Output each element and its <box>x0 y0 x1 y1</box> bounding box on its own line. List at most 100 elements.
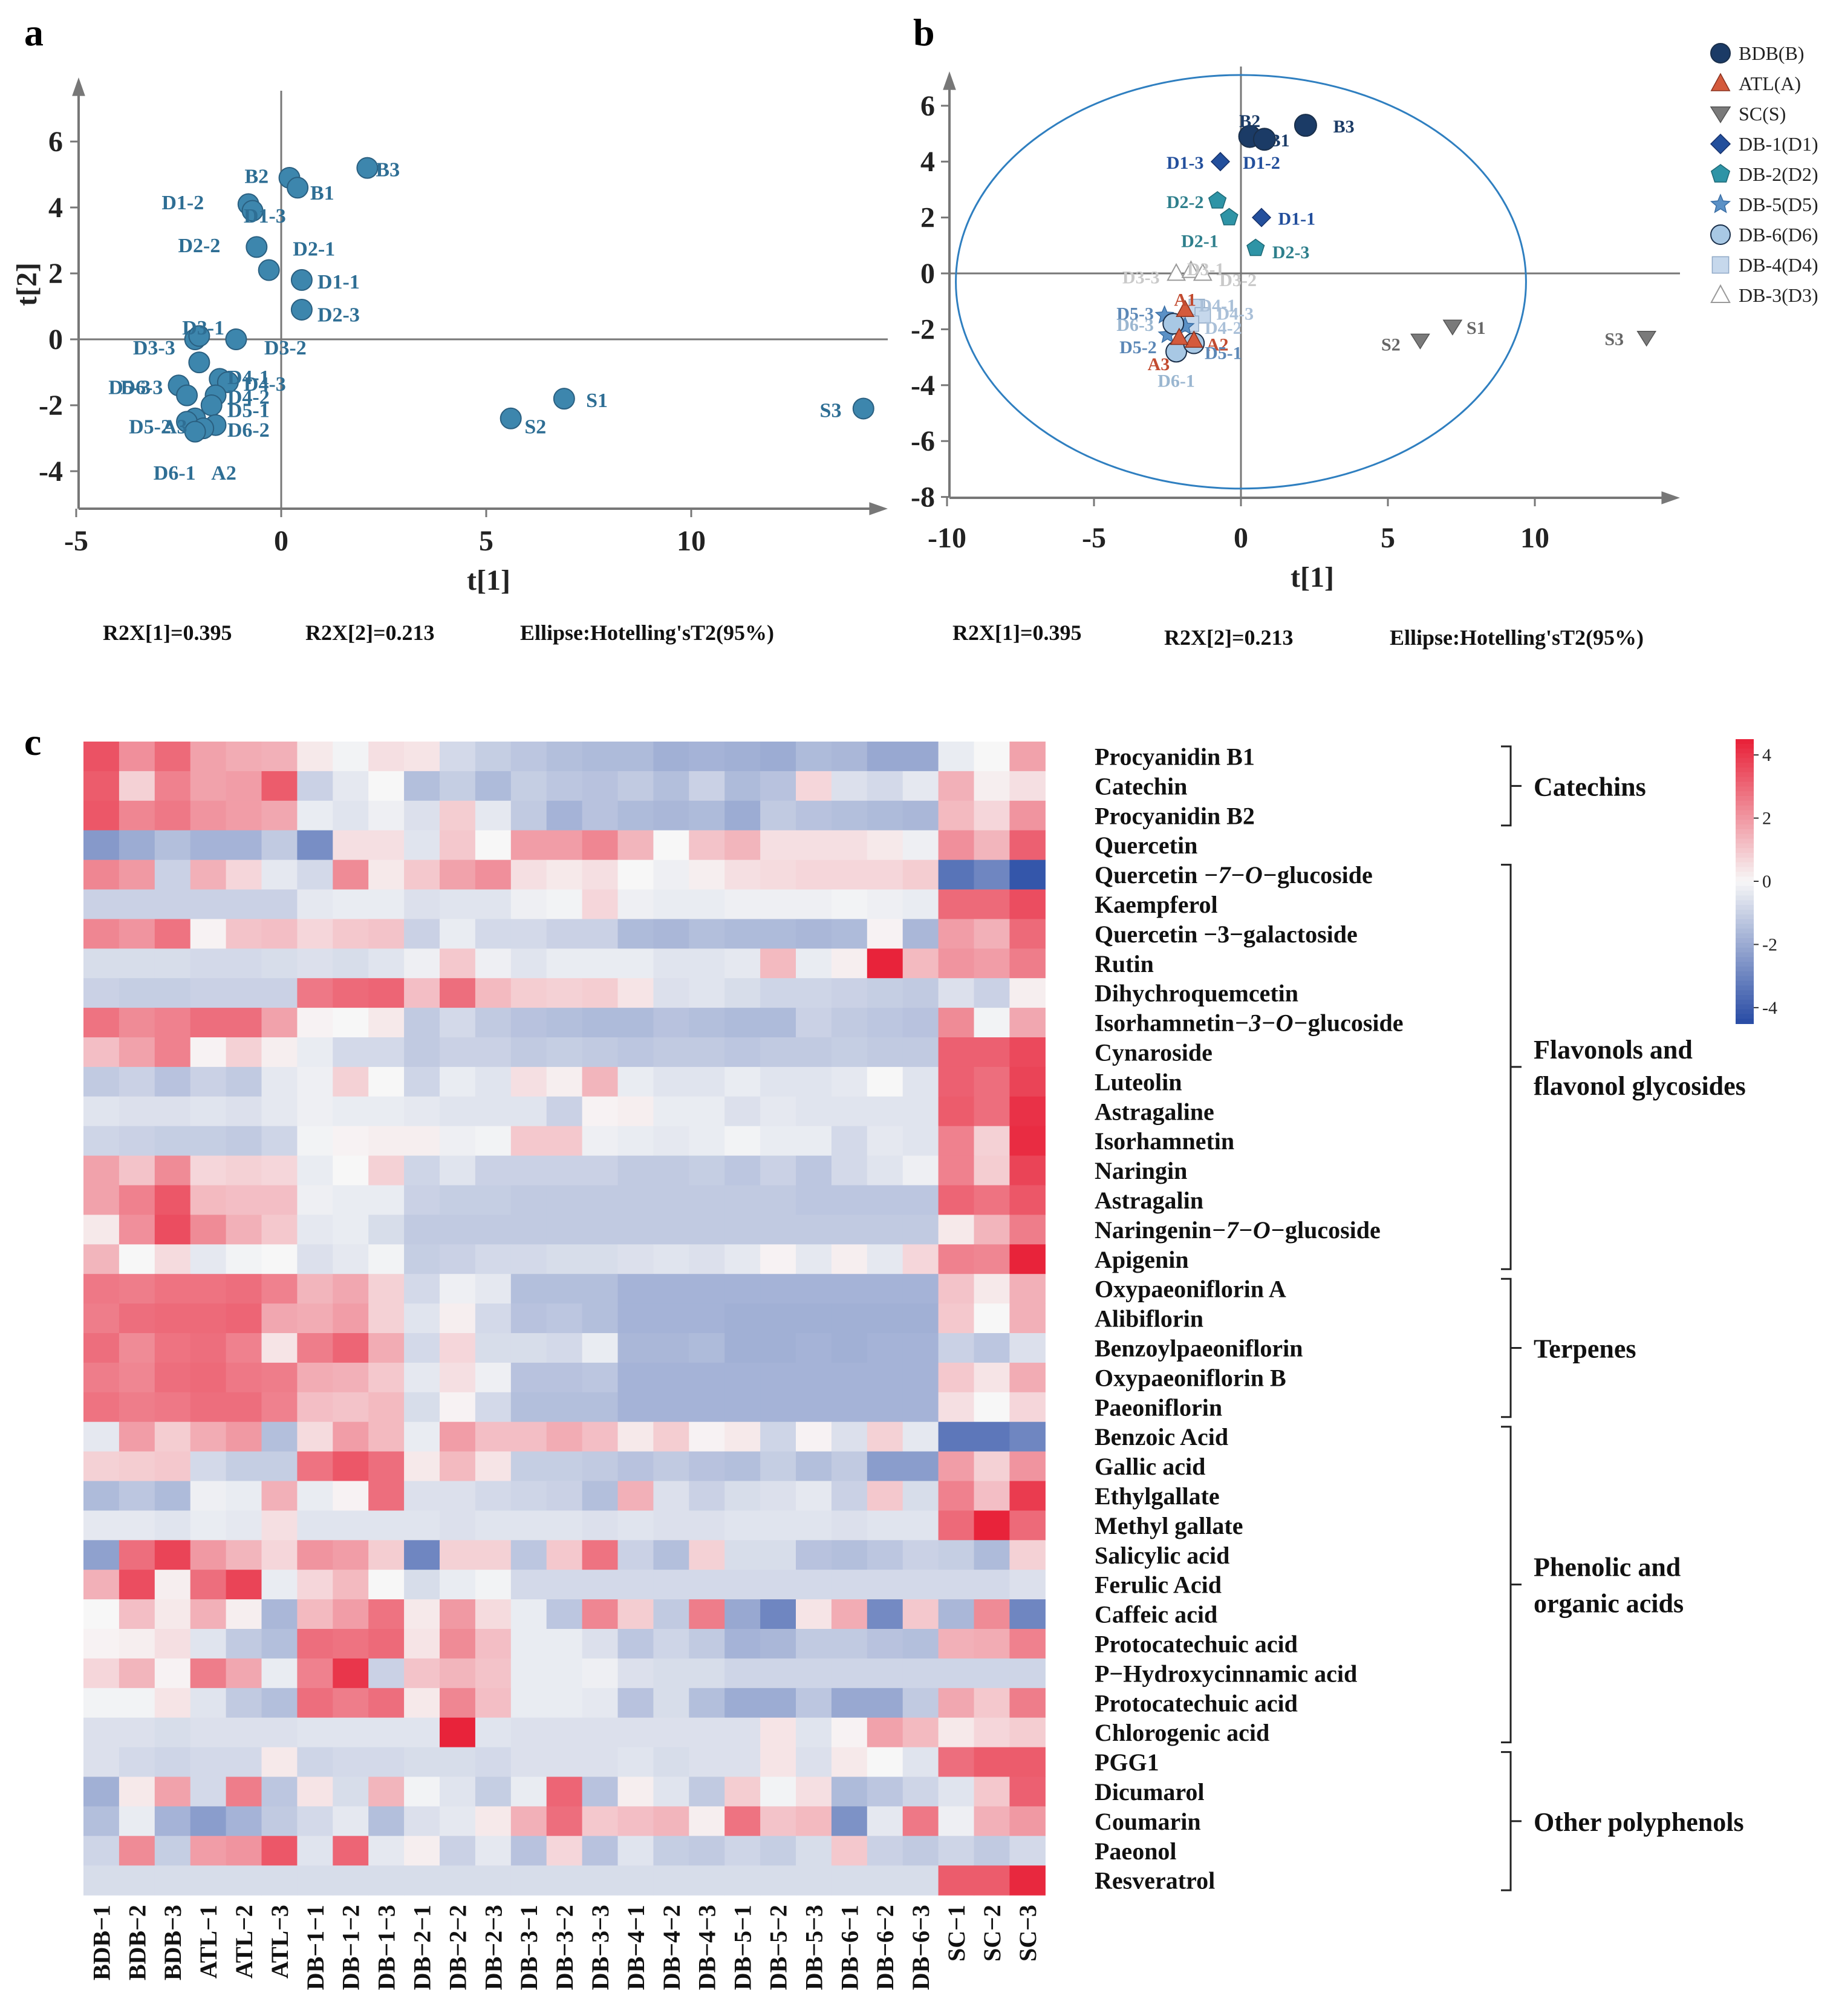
heatmap-cell <box>796 1629 832 1659</box>
heatmap-cell <box>760 1540 796 1570</box>
heatmap-cell <box>261 1126 298 1156</box>
heatmap-cell <box>440 1599 476 1629</box>
heatmap-cell <box>297 1717 333 1748</box>
footer-note: R2X[1]=0.395 <box>103 621 232 645</box>
heatmap-cell <box>261 1747 298 1778</box>
heatmap-cell <box>190 1155 227 1186</box>
heatmap-cell <box>689 1362 725 1393</box>
heatmap-cell <box>475 948 512 979</box>
column-label: DB−1−3 <box>373 1905 400 1990</box>
group-bracket <box>1501 745 1512 827</box>
group-label: flavonol glycosides <box>1534 1071 1746 1101</box>
heatmap-cell <box>226 1421 262 1452</box>
heatmap-cell <box>867 1540 903 1570</box>
heatmap-cell <box>902 1688 939 1718</box>
heatmap-cell <box>1009 1481 1046 1511</box>
heatmap-cell <box>297 1155 333 1186</box>
heatmap-cell <box>760 1836 796 1866</box>
row-label-part: Coumarin <box>1095 1808 1201 1835</box>
heatmap-cell <box>226 1747 262 1778</box>
row-label: Naringin <box>1095 1157 1187 1184</box>
heatmap-cell <box>902 978 939 1008</box>
point-D2-3 <box>290 298 313 321</box>
footer-note: R2X[2]=0.213 <box>305 621 435 645</box>
heatmap-cell <box>333 1008 369 1038</box>
heatmap-cell <box>333 1836 369 1866</box>
heatmap-cell <box>724 771 761 801</box>
row-label: Procyanidin B1 <box>1095 743 1255 770</box>
heatmap-cell <box>724 1836 761 1866</box>
heatmap-cell <box>368 1570 405 1600</box>
heatmap-cell <box>689 1481 725 1511</box>
heatmap-cell <box>617 1333 654 1363</box>
row-label: Quercetin <box>1095 832 1197 859</box>
heatmap-cell <box>83 1274 120 1304</box>
heatmap-cell <box>760 800 796 831</box>
point-label: D5-1 <box>227 399 270 422</box>
heatmap-cell <box>226 1303 262 1334</box>
heatmap-cell <box>297 1747 333 1778</box>
point-label: D1-2 <box>161 192 204 214</box>
row-label: Catechin <box>1095 772 1187 800</box>
heatmap-cell <box>404 1865 440 1896</box>
heatmap-cell <box>261 1688 298 1718</box>
heatmap-cell <box>226 1244 262 1274</box>
heatmap-cell <box>190 1392 227 1423</box>
heatmap-cell <box>582 1066 619 1097</box>
heatmap-cell <box>190 1570 227 1600</box>
row-label-part: glucoside <box>1285 1216 1381 1244</box>
row-label: Caffeic acid <box>1095 1601 1217 1628</box>
heatmap-cell <box>475 1274 512 1304</box>
heatmap-cell <box>760 1599 796 1629</box>
heatmap-cell <box>404 742 440 772</box>
point-label: D3-2 <box>1219 270 1257 290</box>
heatmap-cell <box>83 1510 120 1541</box>
heatmap-cell <box>297 1599 333 1629</box>
column-label: SC−1 <box>943 1905 970 1962</box>
heatmap-cell <box>546 1629 583 1659</box>
heatmap-cell <box>226 742 262 772</box>
heatmap-cell <box>938 771 975 801</box>
heatmap-cell <box>546 1244 583 1274</box>
colorbar-segment <box>1736 743 1754 749</box>
heatmap-cell <box>796 1362 832 1393</box>
heatmap-cell <box>689 978 725 1008</box>
point-D3 <box>1167 263 1187 281</box>
heatmap-cell <box>974 1658 1010 1689</box>
heatmap-cell <box>653 1274 689 1304</box>
heatmap-cell <box>689 1865 725 1896</box>
heatmap-cell <box>724 1806 761 1836</box>
heatmap-cell <box>119 1865 155 1896</box>
heatmap-cell <box>333 1481 369 1511</box>
row-label-part: Kaempferol <box>1095 891 1218 918</box>
heatmap-cell <box>404 1540 440 1570</box>
heatmap-cell <box>119 1392 155 1423</box>
heatmap-cell <box>938 919 975 949</box>
heatmap-cell <box>510 742 547 772</box>
heatmap-cell <box>1009 889 1046 919</box>
heatmap-cell <box>475 1185 512 1215</box>
row-label-part: Caffeic acid <box>1095 1601 1217 1628</box>
colorbar-segment <box>1736 791 1754 797</box>
heatmap-cell <box>226 1037 262 1068</box>
heatmap-cell <box>902 1747 939 1778</box>
heatmap-cell <box>831 1215 868 1245</box>
heatmap-cell <box>119 1008 155 1038</box>
heatmap-cell <box>617 1540 654 1570</box>
heatmap-cell <box>333 1451 369 1482</box>
heatmap-cell <box>83 1215 120 1245</box>
row-label-part: Benzoylpaeoniflorin <box>1095 1334 1303 1362</box>
column-label: DB−3−2 <box>551 1905 578 1990</box>
heatmap-cell <box>653 830 689 861</box>
heatmap-cell <box>404 1215 440 1245</box>
heatmap-cell <box>1009 1629 1046 1659</box>
heatmap-cell <box>902 1362 939 1393</box>
heatmap-cell <box>546 1688 583 1718</box>
heatmap-cell <box>617 1185 654 1215</box>
heatmap-cell <box>190 1303 227 1334</box>
heatmap-cell <box>1009 1451 1046 1482</box>
colorbar-segment <box>1736 796 1754 801</box>
heatmap-cell <box>760 978 796 1008</box>
column-label: DB−4−1 <box>622 1905 649 1990</box>
heatmap-cell <box>724 1451 761 1482</box>
